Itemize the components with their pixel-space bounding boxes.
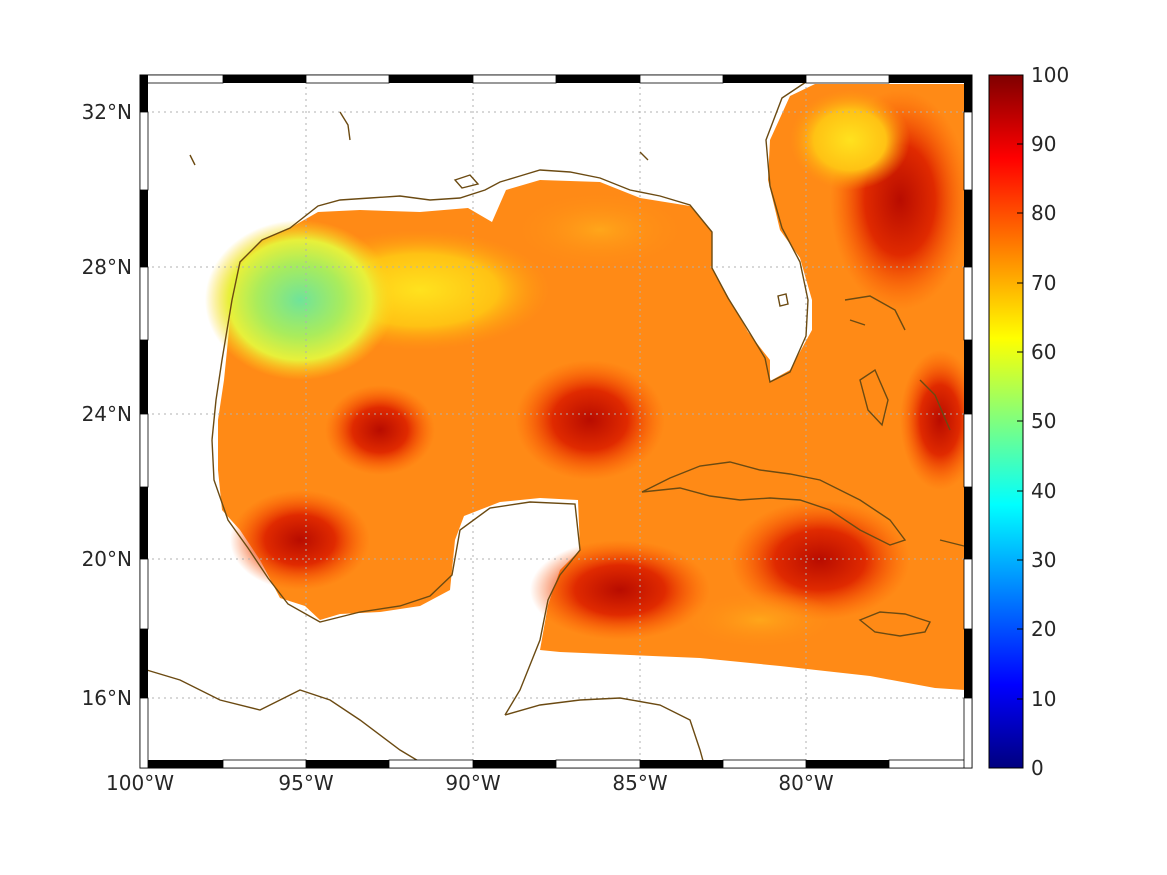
colorbar-label: 90 xyxy=(1031,132,1056,156)
warm-core-bahamas xyxy=(900,350,972,490)
colorbar-label: 0 xyxy=(1031,756,1044,780)
colorbar-labels: 0 10 20 30 40 50 60 70 80 90 100 xyxy=(1031,63,1069,780)
bahamas-islands xyxy=(844,295,951,431)
warm-core-west-gulf xyxy=(230,490,370,590)
moderate-south-cuba xyxy=(680,590,840,650)
lake-okeechobee xyxy=(777,293,789,307)
lon-label: 90°W xyxy=(445,771,500,795)
lat-label: 20°N xyxy=(82,547,132,571)
colorbar-label: 80 xyxy=(1031,201,1056,225)
graticule xyxy=(140,75,972,768)
mexico-coastline xyxy=(211,439,581,716)
lon-label: 95°W xyxy=(278,771,333,795)
lat-labels: 32°N 28°N 24°N 20°N 16°N xyxy=(82,100,132,710)
lake-pontchartrain xyxy=(453,174,480,189)
lon-label: 85°W xyxy=(612,771,667,795)
colorbar-label: 60 xyxy=(1031,340,1056,364)
warm-core-bay-campeche xyxy=(325,385,435,475)
frame-bottom xyxy=(140,759,973,769)
data-field xyxy=(205,84,972,690)
colorbar-label: 100 xyxy=(1031,63,1069,87)
cuba-coastline xyxy=(641,461,907,546)
colorbar-label: 10 xyxy=(1031,687,1056,711)
central-america-coast xyxy=(139,667,431,769)
warm-core-central-gulf xyxy=(515,360,665,480)
map-frame xyxy=(139,74,973,769)
frame-right xyxy=(963,75,973,769)
moderate-east-gulf xyxy=(510,190,690,270)
warm-core-caribbean xyxy=(730,500,910,620)
colorbar-label: 70 xyxy=(1031,271,1056,295)
colorbar-label: 20 xyxy=(1031,617,1056,641)
moderate-florida-atlantic xyxy=(790,90,910,190)
lat-label: 16°N xyxy=(82,686,132,710)
lat-label: 32°N xyxy=(82,100,132,124)
colorbar: 0 10 20 30 40 50 60 70 80 90 100 xyxy=(988,63,1069,780)
colorbar-ticks xyxy=(1017,143,1023,700)
lat-label: 28°N xyxy=(82,255,132,279)
colorbar-label: 40 xyxy=(1031,479,1056,503)
colorbar-label: 30 xyxy=(1031,548,1056,572)
frame-top xyxy=(139,74,972,84)
colorbar-label: 50 xyxy=(1031,409,1056,433)
jamaica-coastline xyxy=(858,611,931,637)
warm-core-yucatan-channel xyxy=(530,540,710,640)
gulf-coastline xyxy=(211,75,816,441)
coastlines xyxy=(139,75,973,769)
lon-label: 100°W xyxy=(106,771,174,795)
cool-region-texas-shelf xyxy=(205,220,395,380)
inland-rivers xyxy=(189,111,649,166)
honduras-coast xyxy=(504,697,706,769)
bahamas-andros xyxy=(859,368,889,427)
lon-labels: 100°W 95°W 90°W 85°W 80°W xyxy=(106,771,834,795)
lon-label: 80°W xyxy=(778,771,833,795)
frame-left xyxy=(139,75,149,769)
lat-label: 24°N xyxy=(82,402,132,426)
